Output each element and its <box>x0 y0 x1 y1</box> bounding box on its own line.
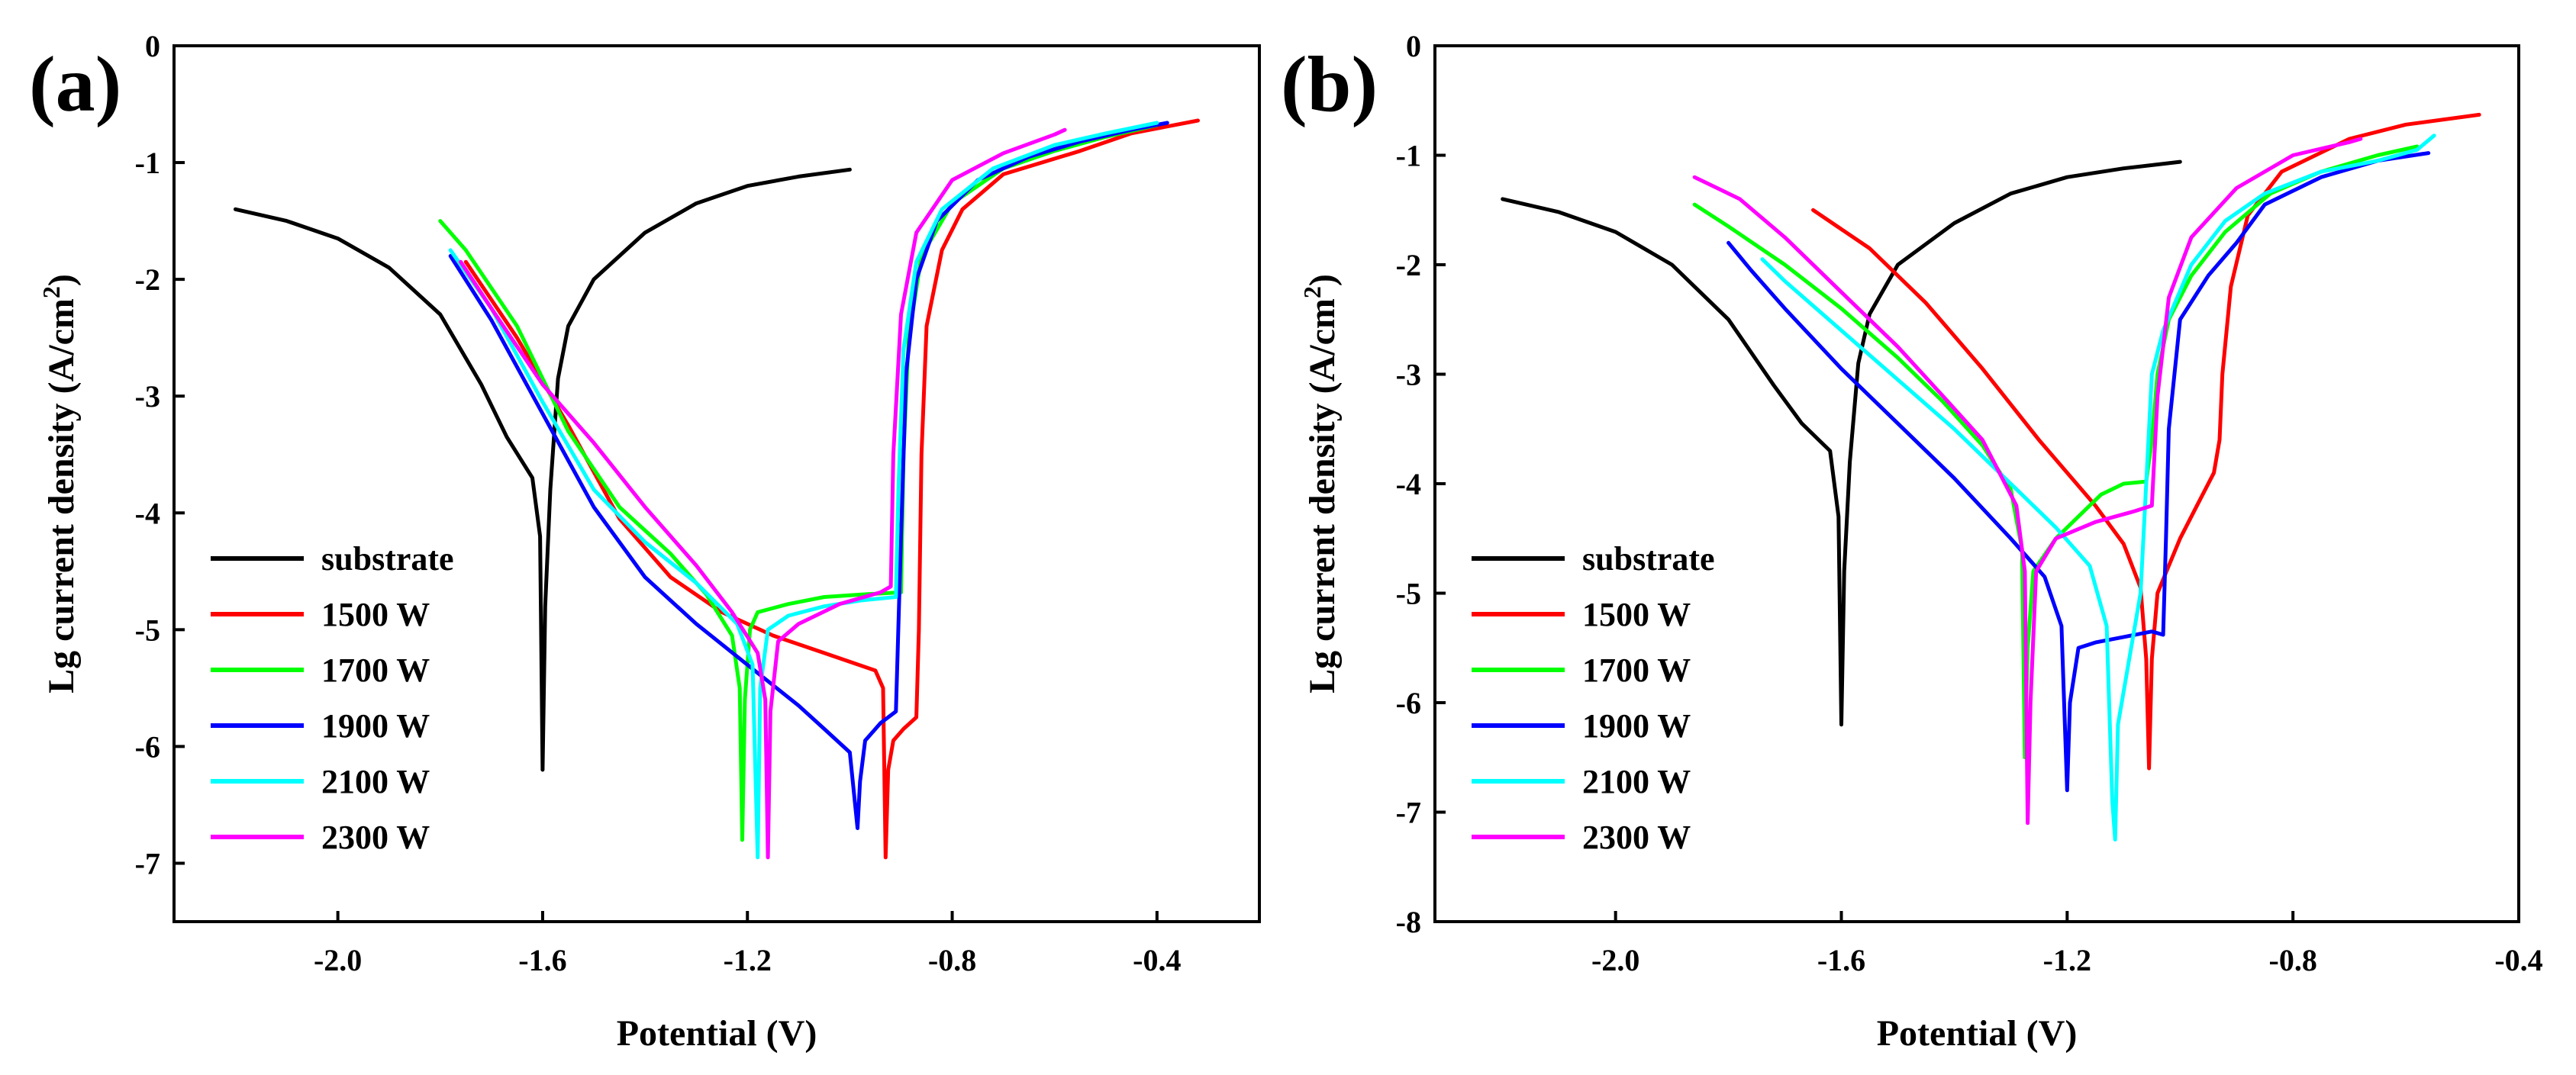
legend-label-substrate-a: substrate <box>321 540 454 578</box>
x-tick-label-b: -0.4 <box>2494 943 2542 977</box>
y-tick-label-b: -7 <box>1396 796 1421 830</box>
x-tick-label-b: -0.8 <box>2269 943 2317 977</box>
y-tick-label-b: 0 <box>1406 29 1421 63</box>
legend-label-substrate-b: substrate <box>1582 540 1715 578</box>
x-tick-label-b: -1.6 <box>1817 943 1865 977</box>
legend-label-1700-w-a: 1700 W <box>321 652 430 689</box>
x-axis-label-a: Potential (V) <box>617 1013 817 1054</box>
x-tick-label-a: -0.4 <box>1133 943 1181 977</box>
series-line-1500-w-a <box>463 118 1200 860</box>
series-line-substrate-a <box>234 167 852 772</box>
series-group-a <box>234 118 1200 860</box>
series-line-2100-w-b <box>1760 134 2436 842</box>
y-tick-label-a: -6 <box>135 729 160 764</box>
series-line-2300-w-b <box>1692 137 2363 826</box>
series-group-b <box>1501 112 2481 842</box>
y-tick-label-a: 0 <box>145 29 160 63</box>
y-ticks-a: 0 -1 -2 -3 -4 -5 -6 -7 <box>135 29 185 880</box>
y-tick-label-b: -1 <box>1396 139 1421 173</box>
panel-b: (b) Potential (V) Lg current density (A/… <box>1281 29 2543 1054</box>
y-tick-label-a: -2 <box>135 262 160 297</box>
panel-label-a: (a) <box>29 40 121 128</box>
series-line-1500-w-b <box>1811 112 2481 771</box>
y-tick-label-a: -1 <box>135 146 160 180</box>
x-tick-label-b: -2.0 <box>1591 943 1639 977</box>
series-line-1700-w-a <box>438 123 1159 842</box>
panel-a: (a) Potential (V) Lg current density (A/… <box>29 29 1261 1054</box>
series-line-2100-w-a <box>448 121 1159 860</box>
x-axis-label-b: Potential (V) <box>1877 1013 2078 1054</box>
y-axis-label-a-sup: 2 <box>37 286 65 298</box>
y-tick-label-b: -3 <box>1396 358 1421 392</box>
x-ticks-a: -2.0 -1.6 -1.2 -0.8 -0.4 <box>314 911 1182 977</box>
legend-label-1500-w-a: 1500 W <box>321 596 430 633</box>
x-tick-label-b: -1.2 <box>2043 943 2091 977</box>
y-tick-label-a: -7 <box>135 846 160 880</box>
y-ticks-b: 0 -1 -2 -3 -4 -5 -6 -7 -8 <box>1396 29 1446 939</box>
legend-label-1900-w-b: 1900 W <box>1582 707 1691 745</box>
plot-frame-a <box>172 44 1261 923</box>
y-axis-label-b-main: Lg current density (A/cm <box>1302 298 1343 694</box>
y-axis-label-b-sup: 2 <box>1298 286 1326 298</box>
x-ticks-b: -2.0 -1.6 -1.2 -0.8 -0.4 <box>1591 911 2543 977</box>
y-axis-label-a-end: ) <box>41 274 82 286</box>
y-tick-label-b: -5 <box>1396 577 1421 611</box>
legend-label-1900-w-a: 1900 W <box>321 707 430 745</box>
y-tick-label-b: -6 <box>1396 686 1421 720</box>
panel-label-b: (b) <box>1281 40 1378 128</box>
y-tick-label-b: -8 <box>1396 905 1421 939</box>
y-tick-label-b: -2 <box>1396 248 1421 282</box>
y-tick-label-a: -3 <box>135 379 160 414</box>
series-line-2300-w-a <box>459 127 1067 860</box>
y-axis-label-b-end: ) <box>1302 274 1343 286</box>
x-tick-label-a: -1.2 <box>724 943 772 977</box>
legend-label-1700-w-b: 1700 W <box>1582 652 1691 689</box>
x-tick-label-a: -2.0 <box>314 943 362 977</box>
legend-label-2300-w-a: 2300 W <box>321 819 430 856</box>
y-axis-label-b: Lg current density (A/cm2) <box>1298 274 1343 694</box>
y-tick-label-a: -5 <box>135 613 160 647</box>
y-axis-label-a-main: Lg current density (A/cm <box>41 298 82 694</box>
y-tick-label-b: -4 <box>1396 467 1421 501</box>
legend-b: substrate 1500 W 1700 W 1900 W 2100 W 2300 W <box>1472 540 1715 856</box>
series-line-1900-w-b <box>1726 151 2431 793</box>
series-line-substrate-b <box>1501 159 2182 727</box>
x-tick-label-a: -1.6 <box>518 943 566 977</box>
legend-a: substrate 1500 W 1700 W 1900 W 2100 W 2300 W <box>211 540 454 856</box>
series-line-1700-w-b <box>1692 144 2420 760</box>
y-axis-label-a: Lg current density (A/cm2) <box>37 274 82 694</box>
series-line-1900-w-a <box>448 121 1169 830</box>
legend-label-2100-w-b: 2100 W <box>1582 763 1691 800</box>
y-tick-label-a: -4 <box>135 496 160 530</box>
legend-label-2100-w-a: 2100 W <box>321 763 430 800</box>
x-tick-label-a: -0.8 <box>928 943 976 977</box>
legend-label-2300-w-b: 2300 W <box>1582 819 1691 856</box>
legend-label-1500-w-b: 1500 W <box>1582 596 1691 633</box>
